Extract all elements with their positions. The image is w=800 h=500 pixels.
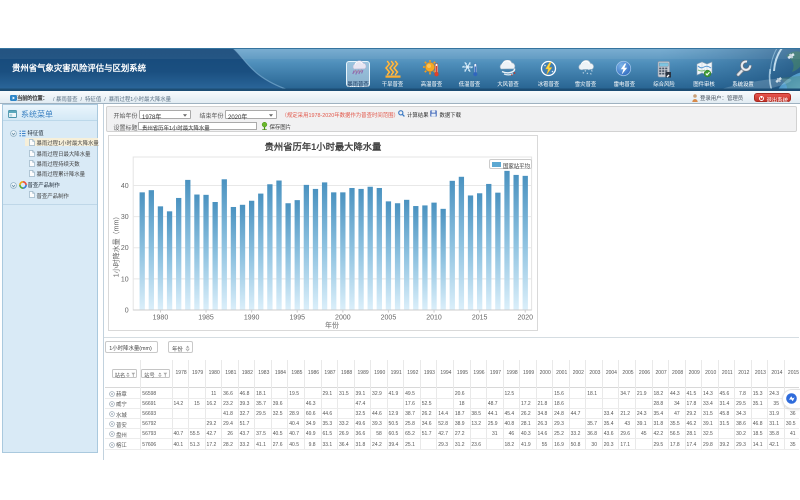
svg-text:10: 10 (121, 276, 129, 283)
svg-text:1985: 1985 (198, 315, 214, 322)
svg-text:*: * (582, 71, 584, 76)
svg-text:40: 40 (121, 183, 129, 190)
svg-text:1小时降水量（mm）: 1小时降水量（mm） (112, 213, 121, 278)
svg-text:30: 30 (121, 214, 129, 221)
svg-text:2000: 2000 (335, 315, 351, 322)
svg-text:2020: 2020 (517, 315, 533, 322)
svg-text:*: * (590, 72, 592, 77)
svg-text:*: * (591, 69, 593, 74)
svg-text:2010: 2010 (426, 315, 442, 322)
svg-text:1995: 1995 (289, 315, 305, 322)
svg-text:*: * (588, 68, 590, 73)
svg-text:0: 0 (125, 307, 129, 314)
svg-text:年份: 年份 (325, 321, 339, 330)
svg-text:*: * (586, 72, 588, 77)
svg-text:2005: 2005 (381, 315, 397, 322)
svg-text:*: * (584, 69, 586, 74)
svg-text:*: * (581, 68, 583, 73)
svg-text:1990: 1990 (244, 315, 260, 322)
svg-text:20: 20 (121, 245, 129, 252)
svg-text:1980: 1980 (153, 315, 169, 322)
svg-text:2015: 2015 (472, 315, 488, 322)
